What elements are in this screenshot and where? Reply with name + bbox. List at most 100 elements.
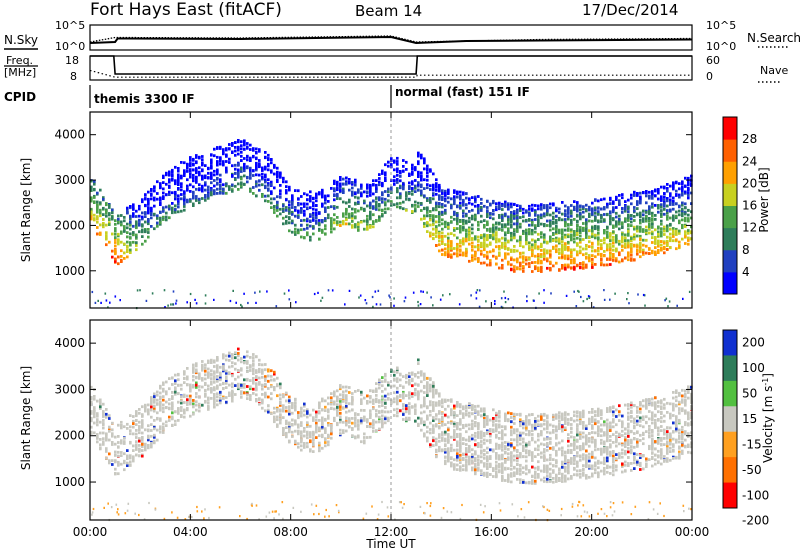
velocity-cell [105,447,108,450]
power-cell [429,210,432,213]
power-cell [102,196,105,199]
power-cell [417,173,420,177]
ground-scatter-cell [627,292,629,295]
power-cell [426,178,429,182]
power-cell [465,203,468,206]
velocity-cell [150,429,153,432]
power-cell [522,266,525,270]
power-cell [477,228,480,231]
power-cell [597,226,600,230]
velocity-cell [333,416,336,420]
power-colorbar-segment [723,117,737,140]
power-cell [252,192,255,195]
power-cell [444,253,447,257]
power-cell [387,193,390,197]
velocity-cell [300,424,303,427]
power-cell [150,194,153,197]
power-cell [453,189,456,193]
power-cell [531,221,534,224]
power-cell [474,195,477,199]
velocity-cell [285,409,288,413]
power-cell [192,194,195,198]
velocity-cell [339,411,342,415]
power-cell [477,246,480,250]
power-cell [420,156,423,160]
power-cell [612,253,615,256]
power-cell [300,211,303,214]
power-cell [420,178,423,182]
power-cell [687,179,690,183]
power-cell [156,192,159,195]
velocity-cell [213,402,216,406]
power-cell [528,248,531,251]
velocity-cell [366,436,369,439]
velocity-cell [231,399,234,403]
velocity-cell [192,363,195,367]
power-cell [141,200,144,204]
power-cell [90,212,93,216]
velocity-cell [315,426,318,430]
velocity-cell [285,432,288,435]
power-cell [531,207,534,211]
power-cell [147,222,150,226]
power-cell [132,224,135,228]
power-cell [291,221,294,225]
velocity-cell [114,467,117,471]
power-cell [303,192,306,196]
power-cell [591,249,594,253]
power-cell [489,241,492,245]
power-cell [423,225,426,228]
power-cell [651,230,654,234]
power-cell [483,204,486,208]
power-cell [171,177,174,181]
velocity-cell [318,429,321,432]
power-cell [336,194,339,198]
power-cell [534,204,537,207]
power-cell [501,264,504,267]
power-cell [408,192,411,195]
power-cell [591,263,594,267]
power-cell [660,213,663,216]
power-cell [609,263,612,266]
power-colorbar-tick: 4 [742,265,750,279]
power-cell [495,231,498,234]
power-cell [615,259,618,263]
ground-scatter-cell [348,289,351,292]
power-cell [342,214,345,218]
power-cell [621,258,624,262]
velocity-cell [330,406,333,410]
power-cell [225,160,228,163]
power-cell [465,250,468,253]
power-cell [138,207,141,211]
velocity-cell [339,402,342,406]
power-cell [483,236,486,240]
power-cell [267,182,270,185]
velocity-cell [90,397,93,400]
velocity-cell [330,402,333,406]
power-cell [525,242,528,245]
velocity-cell [243,361,246,364]
power-cell [450,241,453,245]
velocity-cell [132,425,135,429]
power-cell [471,254,474,258]
power-cell [219,162,222,166]
power-cell [630,239,633,242]
power-cell [447,232,450,236]
power-cell [675,181,678,185]
power-cell [465,221,468,225]
power-cell [627,205,630,209]
power-cell [255,180,258,184]
power-cell [288,221,291,225]
power-cell [201,155,204,158]
velocity-cell [99,401,102,405]
velocity-cell [342,429,345,432]
velocity-cell [174,419,177,423]
velocity-cell [246,350,249,354]
power-cell [477,260,480,263]
power-cell [519,216,522,219]
power-cell [591,235,594,239]
power-cell [687,242,690,246]
power-cell [147,218,150,221]
power-cell [519,206,522,210]
